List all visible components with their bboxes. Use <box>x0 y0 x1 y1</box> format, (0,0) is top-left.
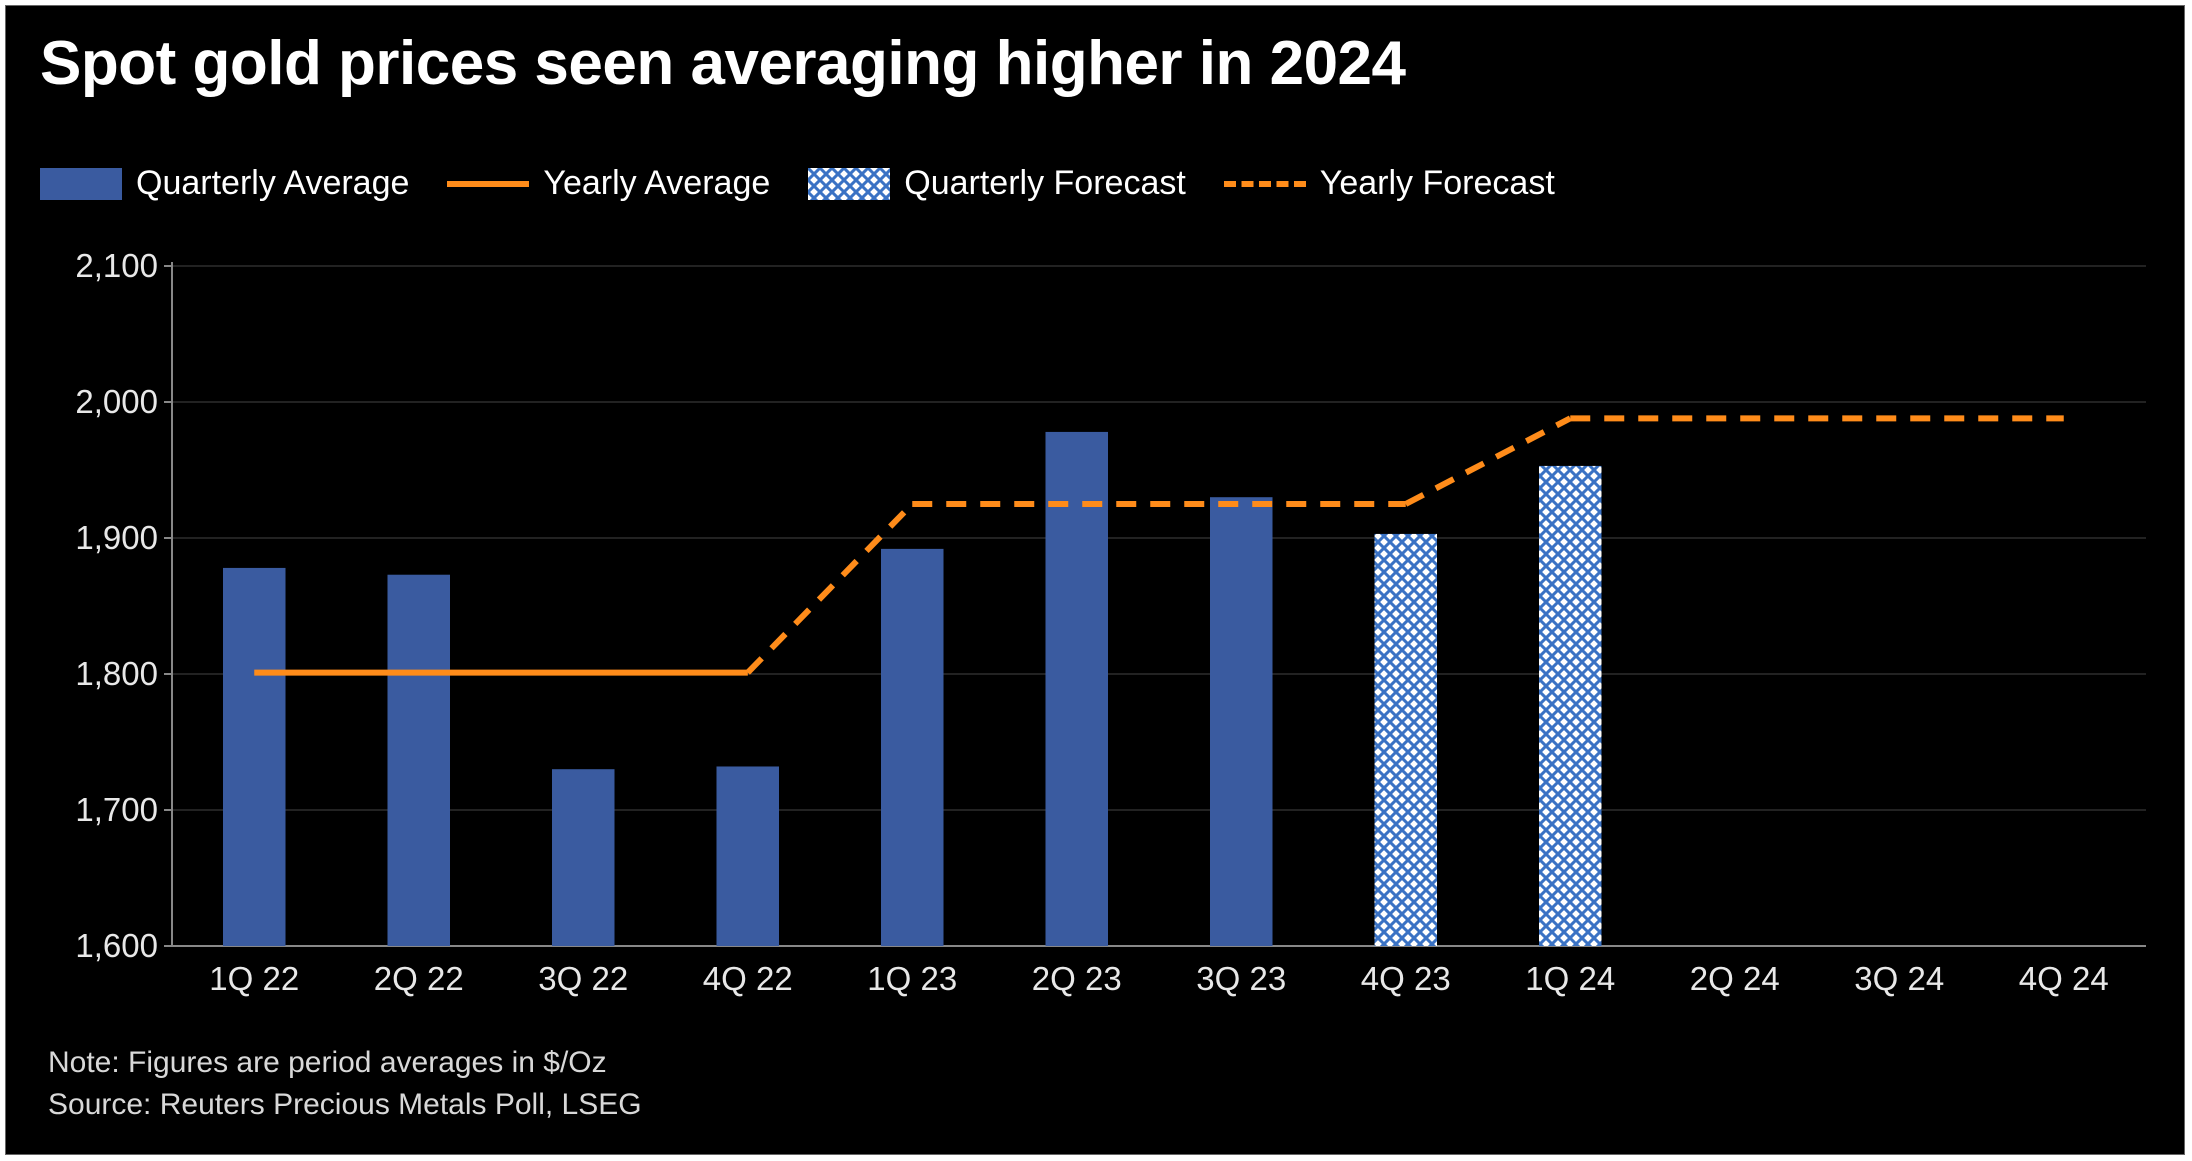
legend-item: Quarterly Forecast <box>808 164 1186 203</box>
bar-actual <box>223 568 286 946</box>
chart-panel: Spot gold prices seen averaging higher i… <box>5 5 2185 1155</box>
x-axis-label: 2Q 24 <box>1690 960 1780 998</box>
x-axis-label: 2Q 22 <box>374 960 464 998</box>
legend-swatch-bar-pattern <box>808 168 890 200</box>
bar-actual <box>881 549 944 946</box>
legend-swatch-dash <box>1224 181 1306 187</box>
y-axis-label: 2,100 <box>48 247 158 285</box>
y-axis-label: 1,700 <box>48 791 158 829</box>
legend-label: Yearly Average <box>543 164 770 203</box>
bar-actual <box>387 575 450 946</box>
x-axis-label: 2Q 23 <box>1032 960 1122 998</box>
bar-actual <box>1045 432 1108 946</box>
x-axis-label: 3Q 22 <box>538 960 628 998</box>
legend: Quarterly Average Yearly Average Quarterly… <box>40 164 1555 203</box>
x-axis-label: 1Q 22 <box>209 960 299 998</box>
x-axis-label: 3Q 24 <box>1854 960 1944 998</box>
legend-item: Quarterly Average <box>40 164 409 203</box>
bar-actual <box>552 769 615 946</box>
bar-forecast <box>1539 466 1602 946</box>
legend-label: Quarterly Average <box>136 164 409 203</box>
plot-area: 1,6001,7001,8001,9002,0002,1001Q 222Q 22… <box>46 266 2156 946</box>
x-axis-label: 4Q 24 <box>2019 960 2109 998</box>
x-axis-label: 1Q 23 <box>867 960 957 998</box>
bar-forecast <box>1374 534 1437 946</box>
y-axis-label: 1,900 <box>48 519 158 557</box>
x-axis-label: 4Q 22 <box>703 960 793 998</box>
x-axis-label: 3Q 23 <box>1196 960 1286 998</box>
y-axis-label: 1,800 <box>48 655 158 693</box>
y-axis-label: 1,600 <box>48 927 158 965</box>
bar-actual <box>716 766 779 946</box>
footnote-1: Note: Figures are period averages in $/O… <box>48 1046 607 1080</box>
bar-actual <box>1210 497 1273 946</box>
legend-item: Yearly Forecast <box>1224 164 1555 203</box>
footnote-2: Source: Reuters Precious Metals Poll, LS… <box>48 1088 642 1122</box>
legend-label: Quarterly Forecast <box>904 164 1186 203</box>
legend-label: Yearly Forecast <box>1320 164 1555 203</box>
chart-title: Spot gold prices seen averaging higher i… <box>40 28 1406 99</box>
x-axis-label: 4Q 23 <box>1361 960 1451 998</box>
legend-swatch-line <box>447 181 529 187</box>
chart-svg <box>46 266 2156 946</box>
y-axis-label: 2,000 <box>48 383 158 421</box>
x-axis-label: 1Q 24 <box>1525 960 1615 998</box>
legend-item: Yearly Average <box>447 164 770 203</box>
legend-swatch-bar <box>40 168 122 200</box>
